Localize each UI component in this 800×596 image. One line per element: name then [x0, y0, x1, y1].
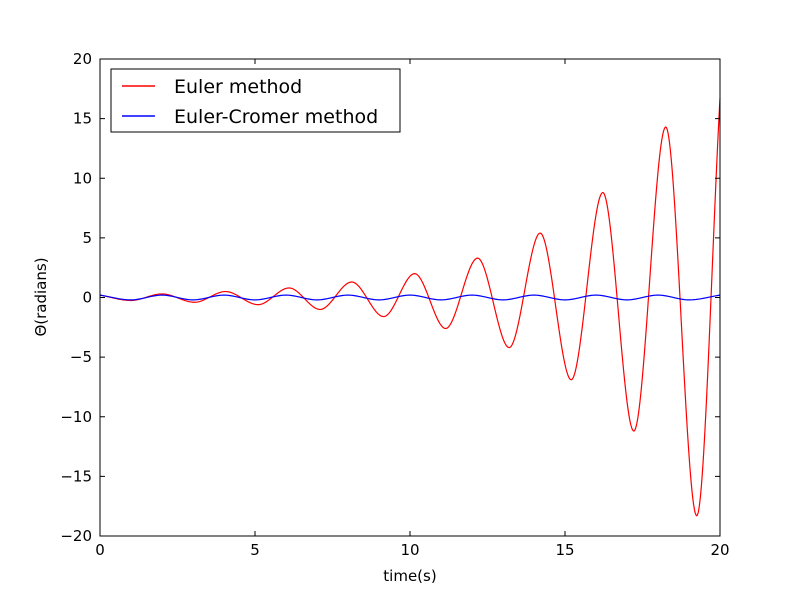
y-tick-label: 20: [73, 50, 92, 68]
x-axis-label: time(s): [383, 567, 436, 585]
x-tick-label: 15: [555, 541, 574, 559]
legend-label: Euler-Cromer method: [174, 106, 378, 128]
series-line-euler: [99, 98, 721, 517]
y-axis-label: Θ(radians): [32, 257, 50, 336]
x-tick-label: 5: [250, 541, 260, 559]
legend-label: Euler method: [174, 76, 302, 98]
y-tick-label: 5: [82, 229, 92, 247]
series-layer: [99, 98, 721, 517]
y-tick-label: −20: [60, 527, 92, 545]
y-tick-label: 10: [73, 169, 92, 187]
y-tick-label: −10: [60, 408, 92, 426]
x-tick-label: 0: [95, 541, 105, 559]
legend-frame: [110, 68, 401, 133]
series-line-euler-cromer: [99, 294, 721, 301]
y-tick-label: −5: [70, 348, 92, 366]
ticks-layer: [99, 58, 721, 537]
y-tick-label: 15: [73, 110, 92, 128]
x-tick-label: 10: [400, 541, 419, 559]
y-tick-label: −15: [60, 467, 92, 485]
x-tick-label: 20: [710, 541, 729, 559]
y-tick-label: 0: [82, 289, 92, 307]
legend: Euler method Euler-Cromer method: [110, 68, 401, 133]
plot-area: [99, 58, 721, 537]
